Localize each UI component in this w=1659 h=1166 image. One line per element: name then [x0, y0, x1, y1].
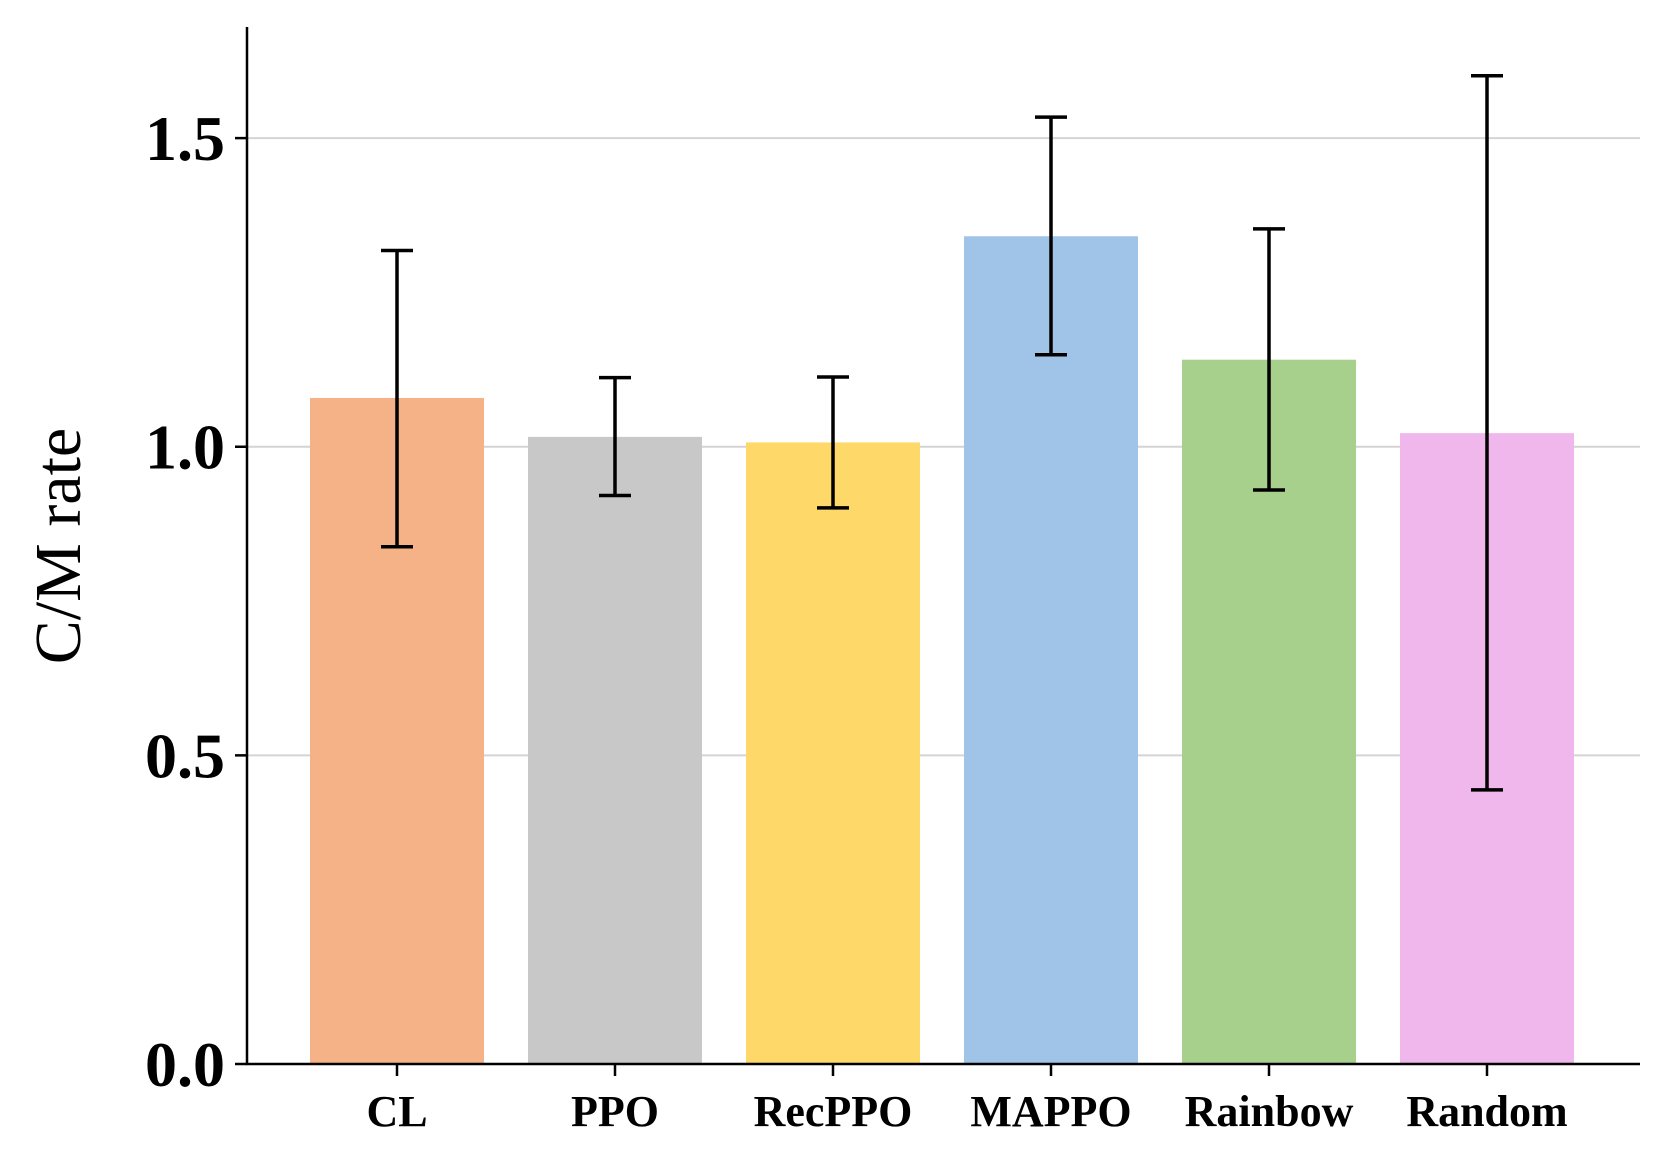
- x-tick-label-rainbow: Rainbow: [1185, 1087, 1354, 1136]
- y-axis-label: C/M rate: [22, 428, 95, 664]
- bar-ppo: [528, 437, 702, 1064]
- x-tick-label-random: Random: [1406, 1087, 1567, 1136]
- y-tick-label: 0.5: [145, 720, 225, 791]
- y-tick-label: 0.0: [145, 1029, 225, 1100]
- y-ticks: 0.0 0.5 1.0 1.5: [145, 103, 247, 1100]
- bar-recppo: [746, 442, 920, 1064]
- bars: [310, 236, 1574, 1064]
- x-tick-label-cl: CL: [366, 1087, 427, 1136]
- x-ticks: CL PPO RecPPO MAPPO Rainbow Random: [366, 1064, 1567, 1136]
- x-tick-label-ppo: PPO: [571, 1087, 659, 1136]
- y-tick-label: 1.5: [145, 103, 225, 174]
- x-tick-label-mappo: MAPPO: [970, 1087, 1131, 1136]
- y-tick-label: 1.0: [145, 412, 225, 483]
- bar-chart: 0.0 0.5 1.0 1.5 CL PPO RecPPO MAPPO Rainbow Rand…: [0, 0, 1659, 1166]
- bar-mappo: [964, 236, 1138, 1064]
- x-tick-label-recppo: RecPPO: [754, 1087, 913, 1136]
